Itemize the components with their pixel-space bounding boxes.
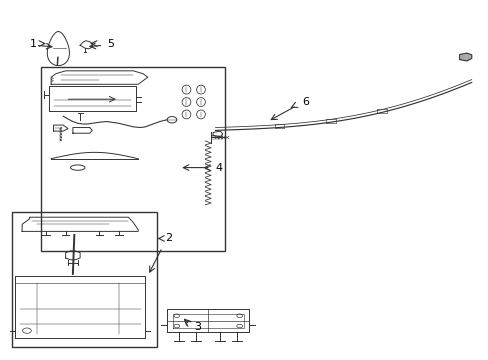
Ellipse shape (182, 110, 190, 119)
Text: 6: 6 (302, 97, 309, 107)
Ellipse shape (182, 85, 190, 94)
Text: 4: 4 (215, 163, 222, 172)
Ellipse shape (196, 98, 205, 107)
Ellipse shape (196, 85, 205, 94)
Bar (12, 212, 157, 347)
Text: 3: 3 (193, 322, 201, 332)
Bar (41, 67, 224, 251)
Text: 2: 2 (164, 234, 171, 243)
Polygon shape (459, 53, 471, 61)
Ellipse shape (182, 98, 190, 107)
Ellipse shape (196, 110, 205, 119)
Text: 5: 5 (106, 39, 114, 49)
Text: 1: 1 (29, 39, 36, 49)
Polygon shape (47, 32, 69, 66)
Polygon shape (80, 41, 92, 49)
